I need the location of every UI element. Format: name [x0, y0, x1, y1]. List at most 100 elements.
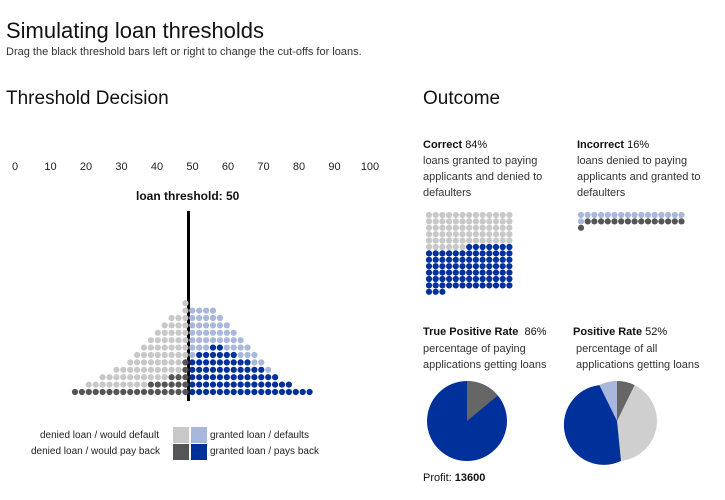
- incorrect-dot-granted-default: [644, 211, 652, 219]
- correct-dot-denied-default: [506, 231, 513, 238]
- correct-dot-granted-payback: [499, 243, 506, 251]
- correct-dot-granted-payback: [452, 256, 459, 263]
- correct-dot-denied-default: [492, 224, 500, 231]
- correct-dot-granted-payback: [439, 269, 446, 276]
- incorrect-dot-denied-payback: [624, 218, 632, 225]
- dot-granted-payback: [196, 359, 203, 366]
- correct-dot-denied-default: [479, 237, 486, 244]
- dot-granted-payback: [244, 374, 251, 381]
- correct-dot-granted-payback: [439, 288, 446, 295]
- correct-dot-denied-default: [459, 237, 466, 244]
- dot-granted-default: [189, 314, 196, 322]
- correct-dot-granted-payback: [459, 282, 466, 289]
- threshold-bar[interactable]: [187, 211, 190, 401]
- correct-dot-granted-payback: [479, 269, 486, 276]
- legend-granted-default-label: granted loan / defaults: [210, 430, 309, 441]
- dot-denied-default: [147, 374, 154, 381]
- correct-dot-denied-default: [499, 237, 506, 244]
- dot-denied-default: [134, 374, 141, 381]
- dot-granted-default: [189, 337, 196, 344]
- outcome-heading: Outcome: [423, 88, 501, 109]
- dot-denied-default: [127, 359, 134, 366]
- incorrect-dot-granted-default: [598, 211, 605, 219]
- dot-granted-default: [216, 314, 223, 322]
- correct-dot-granted-payback: [499, 269, 506, 276]
- correct-dot-granted-payback: [479, 250, 486, 257]
- incorrect-dot-granted-default: [678, 211, 685, 219]
- correct-dot-granted-payback: [506, 256, 513, 263]
- dot-denied-default: [161, 329, 168, 336]
- correct-dot-granted-payback: [486, 263, 493, 270]
- correct-dot-denied-default: [466, 237, 473, 244]
- dot-denied-default: [168, 344, 175, 351]
- correct-dot-denied-default: [479, 218, 486, 225]
- dot-granted-default: [223, 337, 230, 344]
- correct-dot-denied-default: [506, 218, 513, 225]
- dot-granted-payback: [209, 359, 217, 366]
- correct-dot-granted-payback: [459, 269, 466, 276]
- dot-granted-payback: [216, 374, 223, 381]
- dot-denied-payback: [113, 388, 120, 396]
- dot-denied-payback: [154, 388, 161, 396]
- legend-granted-payback-label: granted loan / pays back: [210, 446, 319, 457]
- dot-denied-default: [161, 322, 168, 329]
- correct-dot-granted-payback: [452, 263, 459, 270]
- dot-granted-default: [230, 337, 237, 344]
- correct-dot-granted-payback: [479, 256, 486, 263]
- correct-dot-granted-payback: [432, 288, 439, 295]
- dot-denied-default: [175, 322, 182, 329]
- incorrect-dot-denied-payback: [638, 218, 645, 225]
- dot-granted-default: [203, 307, 210, 314]
- profit-readout: Profit: 13600: [423, 472, 485, 484]
- incorrect-dot-denied-payback: [584, 218, 591, 225]
- correct-dot-granted-payback: [499, 250, 506, 257]
- correct-dot-denied-default: [439, 231, 446, 238]
- dot-granted-default: [216, 329, 223, 336]
- dot-granted-payback: [258, 374, 265, 381]
- correct-dot-denied-default: [479, 231, 486, 238]
- dot-granted-payback: [265, 388, 272, 396]
- axis-tick-label: 40: [150, 161, 164, 173]
- pr-pie-chart: [563, 381, 657, 465]
- correct-value: 84%: [465, 139, 488, 151]
- correct-dot-denied-default: [446, 237, 453, 244]
- dot-denied-default: [154, 366, 161, 373]
- correct-dot-denied-default: [446, 231, 453, 238]
- pr-pie-slice-granted-payback: [563, 385, 621, 465]
- correct-dot-granted-payback: [425, 282, 433, 289]
- tpr-pie-chart: [427, 381, 507, 461]
- correct-dot-granted-payback: [425, 256, 433, 263]
- dot-denied-default: [182, 351, 189, 359]
- legend-denied-payback-swatch: [173, 444, 189, 460]
- correct-dot-granted-payback: [446, 263, 453, 270]
- tpr-description: percentage of paying applications gettin…: [423, 343, 547, 371]
- dot-denied-default: [106, 381, 113, 388]
- dot-granted-default: [196, 322, 203, 329]
- dot-denied-default: [168, 322, 175, 329]
- dot-denied-default: [147, 351, 154, 359]
- correct-dot-granted-payback: [425, 250, 433, 257]
- dot-denied-default: [154, 329, 161, 336]
- dot-denied-default: [182, 337, 189, 344]
- dot-granted-default: [203, 322, 210, 329]
- dot-denied-default: [85, 381, 92, 388]
- correct-dot-denied-default: [472, 211, 479, 219]
- correct-dot-granted-payback: [499, 275, 506, 283]
- correct-dot-granted-payback: [472, 263, 479, 270]
- incorrect-dot-denied-payback: [658, 218, 665, 225]
- correct-dot-granted-payback: [466, 282, 473, 289]
- correct-dot-denied-default: [452, 243, 459, 251]
- dot-denied-default: [120, 374, 127, 381]
- dot-denied-payback: [168, 381, 175, 388]
- incorrect-label: Incorrect: [577, 139, 625, 151]
- correct-dot-granted-payback: [466, 263, 473, 270]
- dot-granted-default: [203, 314, 210, 322]
- dot-granted-payback: [223, 388, 230, 396]
- dot-granted-payback: [265, 374, 272, 381]
- dot-denied-default: [99, 381, 106, 388]
- dot-denied-default: [134, 381, 141, 388]
- correct-dot-denied-default: [499, 231, 506, 238]
- dot-granted-payback: [196, 374, 203, 381]
- incorrect-dot-granted-default: [584, 211, 591, 219]
- dot-granted-payback: [285, 388, 292, 396]
